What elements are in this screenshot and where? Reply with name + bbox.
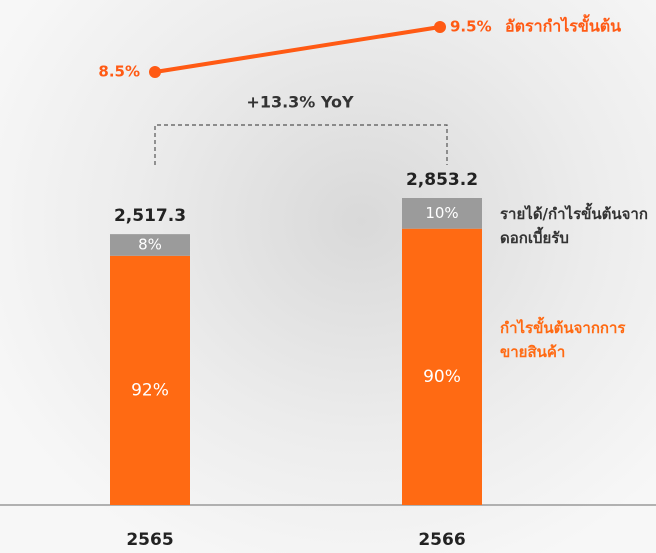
bar-segment (110, 255, 190, 505)
bar-segment (402, 198, 482, 229)
margin-point (149, 66, 161, 78)
annotation: +13.3% YoY (246, 93, 354, 112)
segment-label: 8% (138, 235, 162, 253)
segment-label: 90% (423, 367, 461, 387)
total-label: 2,517.3 (114, 206, 186, 226)
legend-entry: รายได้/กำไรขั้นต้นจากดอกเบี้ยรับ (500, 205, 648, 247)
margin-point (434, 21, 446, 33)
segment-label: 92% (131, 380, 169, 400)
x-tick-label: 2566 (418, 530, 465, 550)
bar-segment (402, 228, 482, 505)
total-label: 2,853.2 (406, 170, 478, 190)
margin-label: 9.5% (450, 18, 492, 36)
margin-label: 8.5% (98, 63, 140, 81)
x-tick-label: 2565 (126, 530, 173, 550)
segment-label: 10% (425, 204, 458, 222)
legend-entry: กำไรขั้นต้นจากการขายสินค้า (500, 319, 626, 361)
yoy-bracket (154, 124, 448, 165)
line-legend: อัตรากำไรขั้นต้น (505, 14, 621, 36)
bar-segment (110, 234, 190, 256)
margin-line (154, 25, 441, 74)
